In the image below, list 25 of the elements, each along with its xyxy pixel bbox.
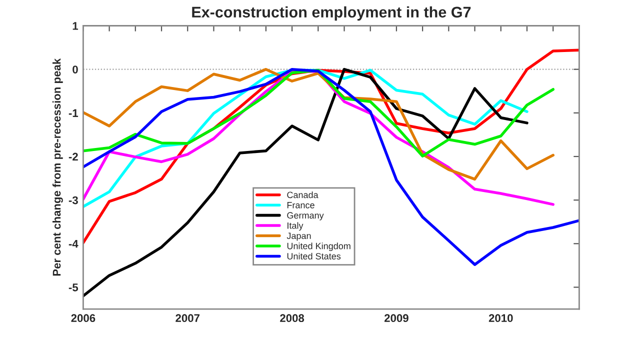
line-series <box>83 68 554 158</box>
legend-label: Canada <box>287 192 318 198</box>
x-tick-label: 2006 <box>71 314 96 322</box>
y-axis-title: Per cent change from pre-recession peak <box>52 58 63 276</box>
y-tick-label: -1 <box>68 109 78 117</box>
x-tick-label: 2010 <box>488 314 513 322</box>
legend-label: Japan <box>286 232 311 241</box>
legend-label: United States <box>287 252 341 260</box>
y-tick-label: -4 <box>68 240 78 248</box>
y-tick-label: -3 <box>68 196 78 204</box>
line-series <box>83 68 554 181</box>
y-tick-label: 0 <box>72 66 78 74</box>
legend-label: Italy <box>288 222 304 231</box>
chart-title: Ex-construction employment in the G7 <box>192 6 471 21</box>
legend-label: France <box>287 202 314 208</box>
y-tick-label: -2 <box>68 152 78 161</box>
x-tick-label: 2008 <box>280 314 304 322</box>
y-tick-label: 1 <box>72 22 78 30</box>
legend-label: United Kingdom <box>287 242 350 252</box>
x-tick-label: 2007 <box>176 314 200 322</box>
y-tick-label: -5 <box>68 284 78 292</box>
x-tick-label: 2009 <box>384 314 408 322</box>
line-series <box>83 68 528 298</box>
line-series <box>83 68 580 266</box>
legend-label: Germany <box>287 212 324 220</box>
